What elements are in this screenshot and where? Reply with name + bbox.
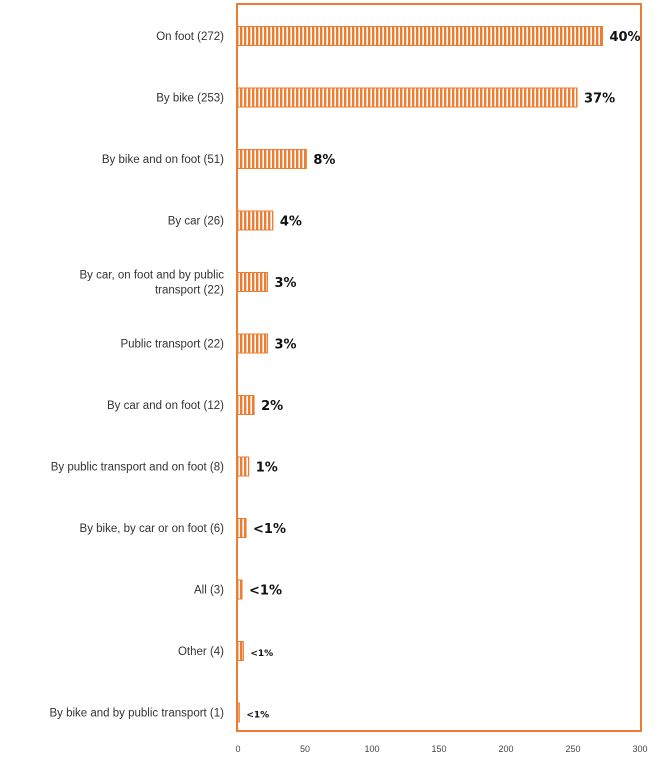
- bar: [237, 149, 307, 169]
- plot-frame: [236, 3, 642, 732]
- x-tick-label: 300: [632, 744, 647, 754]
- category-label: By bike (253): [156, 93, 224, 105]
- category-labels: On foot (272) By bike (253) By bike and on…: [49, 31, 224, 720]
- bar: [237, 456, 250, 477]
- data-label: 2%: [261, 399, 283, 414]
- category-label: By car, on foot and by public: [80, 270, 225, 282]
- data-label: 3%: [274, 338, 296, 353]
- category-label: By bike and by public transport (1): [49, 708, 224, 720]
- x-tick-label: 200: [498, 744, 513, 754]
- data-label: <1%: [253, 522, 286, 537]
- category-label: By bike, by car or on foot (6): [80, 523, 225, 535]
- bar: [237, 395, 255, 415]
- bar: [237, 518, 247, 538]
- category-label: By car and on foot (12): [107, 400, 224, 412]
- bar: [237, 641, 244, 661]
- data-labels: 40% 37% 8% 4% 3% 3% 2% 1% <1% <1% <1% <1%: [246, 30, 640, 721]
- data-label: 1%: [256, 461, 278, 476]
- x-axis-ticks: 0 50 100 150 200 250 300: [235, 744, 647, 754]
- category-label: transport (22): [155, 285, 224, 297]
- data-label: 4%: [280, 215, 302, 230]
- data-label: <1%: [250, 649, 273, 659]
- data-label: 37%: [584, 92, 615, 107]
- x-tick-label: 250: [565, 744, 580, 754]
- x-tick-label: 150: [431, 744, 446, 754]
- category-label: By public transport and on foot (8): [51, 462, 224, 474]
- category-label: On foot (272): [156, 31, 224, 43]
- x-tick-label: 100: [364, 744, 379, 754]
- category-label: All (3): [194, 585, 224, 597]
- bars: [237, 26, 603, 723]
- data-label: 40%: [609, 30, 640, 45]
- data-label: 8%: [313, 153, 335, 168]
- category-label: By bike and on foot (51): [102, 154, 224, 166]
- x-tick-label: 0: [235, 744, 240, 754]
- bar: [237, 26, 603, 46]
- x-tick-label: 50: [300, 744, 310, 754]
- category-label: Other (4): [178, 646, 224, 658]
- bar: [237, 210, 274, 231]
- data-label: <1%: [246, 711, 269, 721]
- data-label: <1%: [249, 584, 282, 599]
- category-label: By car (26): [168, 216, 224, 228]
- bar: [237, 702, 240, 723]
- bar: [237, 272, 268, 292]
- bar: [237, 579, 243, 600]
- bar: [237, 333, 268, 354]
- bar: [237, 87, 578, 108]
- category-label: Public transport (22): [120, 339, 224, 351]
- data-label: 3%: [274, 276, 296, 291]
